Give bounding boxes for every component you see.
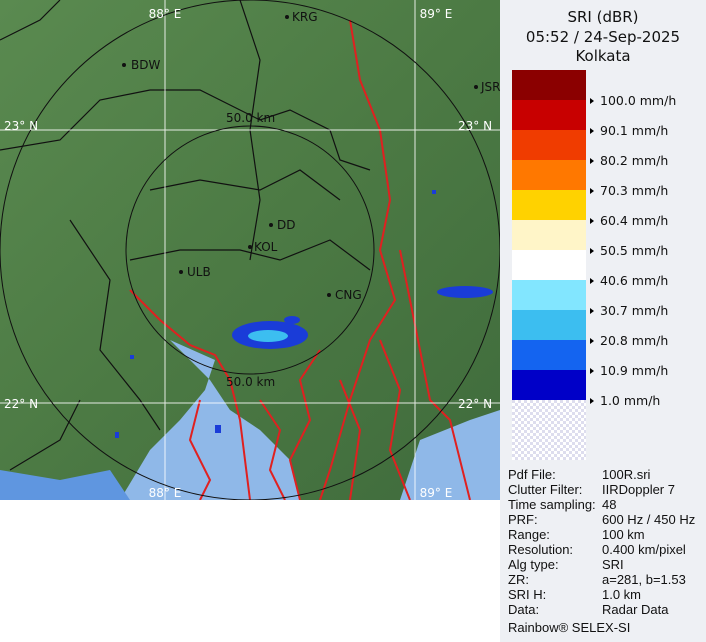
legend-label: 50.5 mm/h [590,243,668,258]
coast-water [0,470,130,500]
legend-panel: SRI (dBR) 05:52 / 24-Sep-2025 Kolkata 10… [500,0,706,642]
info-row: ZR: a=281, b=1.53 [508,572,686,587]
info-value: 48 [602,497,617,512]
info-row: Pdf File: 100R.sri [508,467,650,482]
city-label: KRG [292,10,318,24]
legend-swatch [512,70,586,100]
range-label: 50.0 km [226,111,275,125]
city-label: BDW [131,58,160,72]
info-key: ZR: [508,572,529,587]
lat-label: 22° N [4,397,38,411]
info-row: PRF: 600 Hz / 450 Hz [508,512,695,527]
legend-label: 1.0 mm/h [590,393,660,408]
admin-borders [0,0,371,471]
site-name: Kolkata [575,47,631,65]
info-key: Pdf File: [508,467,556,482]
legend-swatch [512,190,586,220]
legend-swatch [512,370,586,400]
info-key: Alg type: [508,557,559,572]
lat-label: 22° N [458,397,492,411]
product-title: SRI (dBR) [567,8,639,26]
info-row: Alg type: SRI [508,557,624,572]
legend-label: 90.1 mm/h [590,123,668,138]
info-key: Range: [508,527,550,542]
lon-label: 89° E [420,7,453,21]
footer-brand: Rainbow® SELEX-SI [508,620,631,635]
city-label: DD [277,218,295,232]
lat-label: 23° N [4,119,38,133]
legend-swatch [512,310,586,340]
legend-label: 60.4 mm/h [590,213,668,228]
lon-label: 88° E [149,7,182,21]
legend-swatch [512,280,586,310]
info-row: Clutter Filter: IIRDoppler 7 [508,482,675,497]
legend-label: 20.8 mm/h [590,333,668,348]
legend-swatch [512,220,586,250]
info-row: Data: Radar Data [508,602,668,617]
legend-label: 100.0 mm/h [590,93,676,108]
info-key: PRF: [508,512,538,527]
no-data-swatch [512,400,586,460]
info-row: Resolution: 0.400 km/pixel [508,542,686,557]
info-value: a=281, b=1.53 [602,572,686,587]
info-key: Clutter Filter: [508,482,583,497]
legend-swatch [512,160,586,190]
legend-swatch [512,100,586,130]
legend-label: 70.3 mm/h [590,183,668,198]
info-value: 1.0 km [602,587,642,602]
range-rings [0,0,500,500]
lon-label: 89° E [420,486,453,500]
info-value: 100R.sri [602,467,651,482]
info-row: SRI H: 1.0 km [508,587,641,602]
rain-echoes [115,190,493,438]
river-delta-water [120,340,500,500]
datetime: 05:52 / 24-Sep-2025 [525,28,681,46]
info-key: SRI H: [508,587,547,602]
city-label: ULB [187,265,211,279]
city-label: CNG [335,288,362,302]
info-value: IIRDoppler 7 [602,482,675,497]
lat-lon-grid [0,0,500,500]
legend-label: 80.2 mm/h [590,153,668,168]
info-value: 0.400 km/pixel [602,542,686,557]
city-label: JSR [480,80,500,94]
info-row: Range: 100 km [508,527,645,542]
lat-label: 23° N [458,119,492,133]
land [0,0,500,500]
range-label: 50.0 km [226,375,275,389]
info-key: Time sampling: [508,497,596,512]
info-value: Radar Data [602,602,669,617]
legend-label: 30.7 mm/h [590,303,668,318]
legend-label: 10.9 mm/h [590,363,668,378]
radar-map: 88° E 89° E 88° E 89° E 23° N 23° N 22° … [0,0,500,500]
info-key: Data: [508,602,540,617]
info-value: 600 Hz / 450 Hz [602,512,696,527]
info-value: 100 km [602,527,645,542]
info-value: SRI [602,557,624,572]
rivers [129,19,471,500]
city-label: KOL [254,240,278,254]
legend-swatch [512,130,586,160]
lon-label: 88° E [149,486,182,500]
legend-label: 40.6 mm/h [590,273,668,288]
legend-swatch [512,250,586,280]
info-row: Time sampling: 48 [508,497,616,512]
info-key: Resolution: [508,542,574,557]
legend-swatch [512,340,586,370]
